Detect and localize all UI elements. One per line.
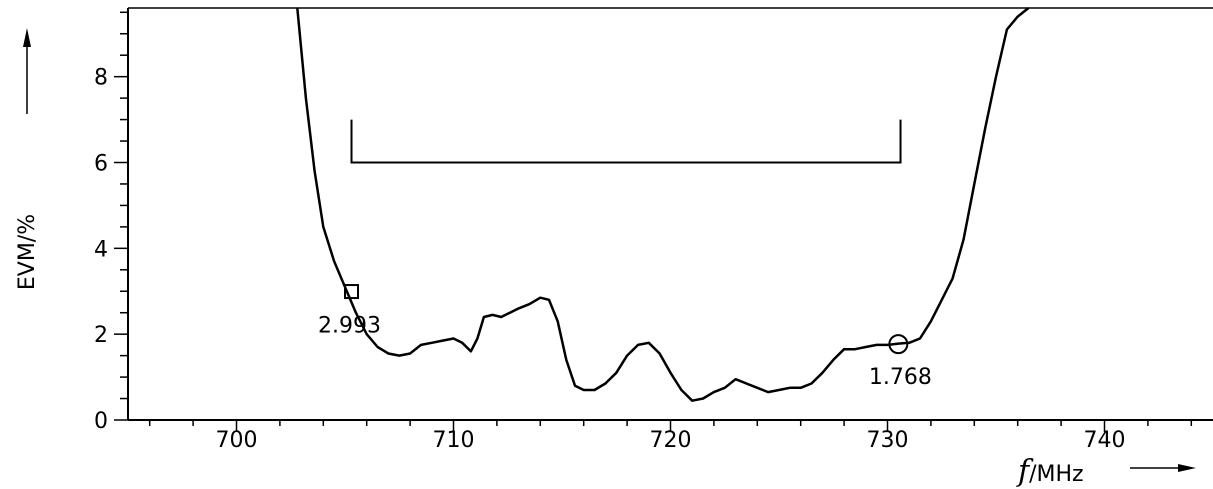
y-tick-label: 2 bbox=[94, 323, 108, 348]
circle-marker-label: 1.768 bbox=[869, 365, 932, 390]
markers-group: 2.993 1.768 bbox=[318, 284, 932, 390]
x-axis-arrow bbox=[1130, 464, 1196, 472]
y-axis-ticks: 0 2 4 6 8 bbox=[94, 11, 128, 434]
square-marker bbox=[344, 284, 360, 300]
x-tick-label: 700 bbox=[216, 428, 258, 453]
plot-frame bbox=[127, 7, 1213, 421]
y-tick-label: 0 bbox=[94, 409, 108, 434]
y-axis-arrow bbox=[23, 28, 31, 114]
x-axis-title: f/MHz bbox=[1016, 454, 1084, 489]
circle-marker bbox=[888, 334, 909, 355]
y-axis-title: EVM/% bbox=[15, 214, 40, 290]
y-tick-label: 4 bbox=[94, 237, 108, 262]
x-tick-label: 720 bbox=[650, 428, 692, 453]
x-tick-label: 740 bbox=[1084, 428, 1126, 453]
evm-series-line bbox=[296, 7, 1030, 402]
x-axis-unit: /MHz bbox=[1029, 462, 1083, 487]
bandwidth-bracket bbox=[350, 119, 902, 164]
square-marker-label: 2.993 bbox=[318, 314, 381, 339]
x-tick-label: 710 bbox=[433, 428, 475, 453]
x-axis-ticks: 700 710 720 730 740 bbox=[148, 420, 1193, 453]
bracket-line bbox=[350, 119, 902, 164]
y-tick-label: 6 bbox=[94, 152, 108, 177]
y-tick-label: 8 bbox=[94, 66, 108, 91]
series-group bbox=[296, 7, 1030, 402]
x-tick-label: 730 bbox=[867, 428, 909, 453]
